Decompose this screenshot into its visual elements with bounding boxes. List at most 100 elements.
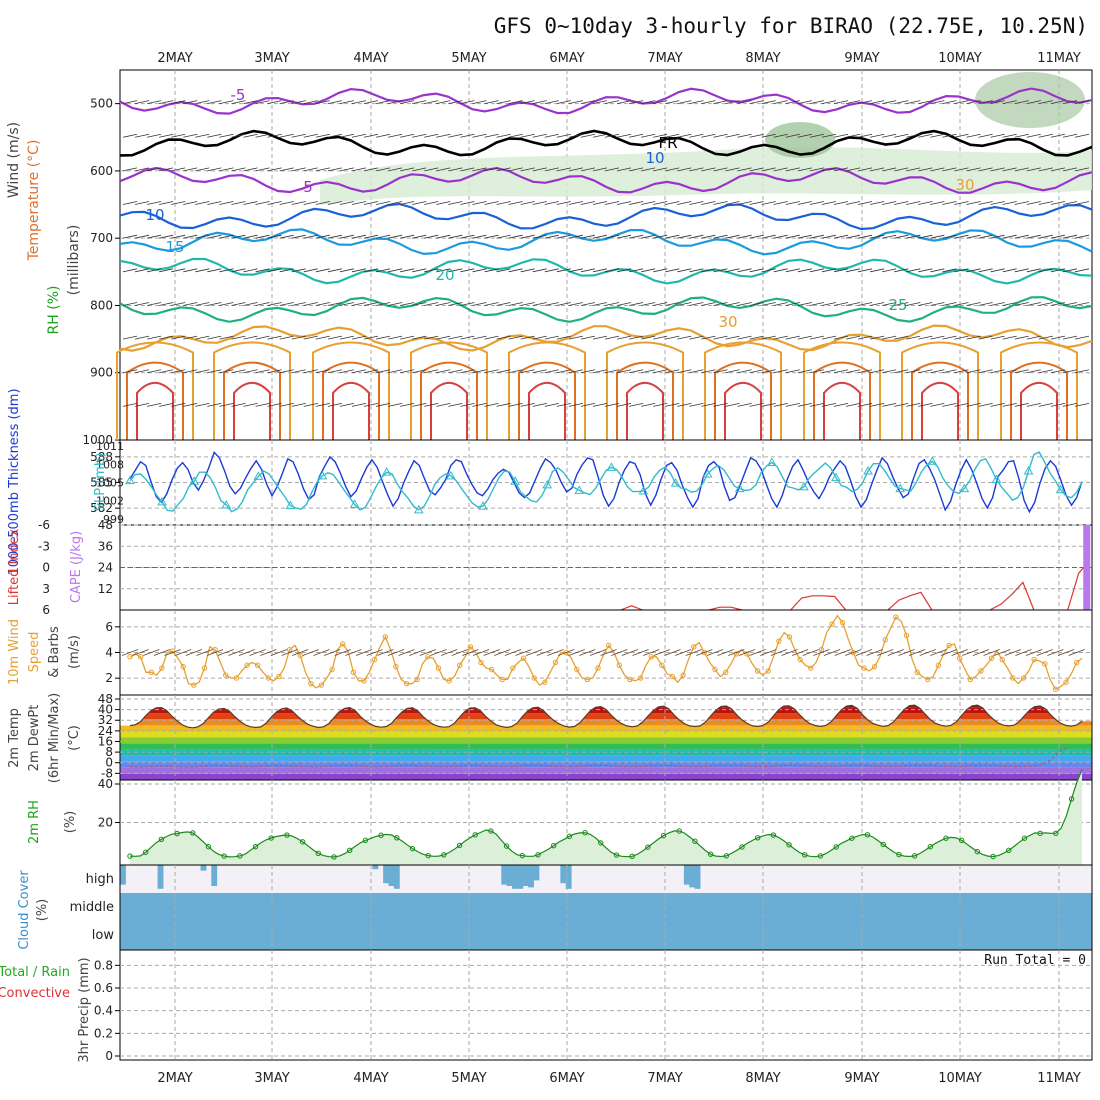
wind-barb [833, 369, 849, 374]
wind-barb [255, 234, 270, 239]
wind-barb [147, 234, 162, 239]
wind-barb [1062, 133, 1078, 138]
wind-barb [809, 268, 824, 273]
cloud-bar [297, 893, 304, 921]
data-point [381, 467, 392, 476]
cloud-bar [286, 921, 293, 950]
cloud-bar [243, 893, 250, 921]
cloud-bar [850, 893, 857, 921]
wind-barb [713, 133, 728, 138]
wind-barb [665, 167, 680, 172]
cloud-bar [125, 921, 132, 950]
y-axis-label: (°C) [67, 725, 82, 751]
wind-barb [472, 302, 487, 306]
wind-barb [147, 100, 162, 105]
wind-barb [484, 268, 499, 273]
wind-barb [544, 201, 559, 205]
wind-barb [978, 133, 993, 138]
wind-barb [327, 402, 342, 407]
isotherm-loop [606, 341, 684, 440]
wind-barb [243, 167, 258, 172]
wind-barb [424, 369, 439, 374]
wind-barb [303, 335, 318, 340]
wind-barb [171, 302, 186, 306]
series-line [989, 581, 1035, 611]
cloud-bar [785, 893, 792, 921]
wind-barb [930, 201, 945, 205]
wind-barb [508, 335, 523, 340]
wind-barb [978, 302, 993, 306]
cloud-bar [689, 921, 696, 950]
data-point [127, 853, 133, 859]
cloud-bar [1022, 893, 1029, 921]
wind-barb [773, 234, 788, 239]
wind-barb [665, 302, 680, 306]
data-point [409, 845, 416, 852]
isotherm-loop [223, 361, 281, 440]
cloud-bar [828, 921, 835, 950]
data-point [613, 852, 620, 858]
y-axis-label: Total / Rain [0, 965, 70, 980]
wind-barb [351, 167, 367, 172]
tick-label: 3 [42, 582, 50, 596]
y-axis-label: (6hr Min/Max) [47, 693, 62, 783]
wind-barb [327, 167, 342, 172]
wind-barb [580, 402, 596, 407]
wind-barb [460, 369, 475, 374]
wind-barb [279, 302, 294, 306]
x-tick-label-top: 7MAY [647, 51, 682, 66]
cloud-bar [1032, 921, 1039, 950]
wind-barb [400, 167, 415, 172]
wind-barb [632, 649, 649, 656]
cloud-bar [855, 921, 862, 950]
wind-barb [845, 402, 861, 407]
cloud-bar [431, 921, 438, 950]
contour-label: 10 [145, 206, 164, 224]
wind-barb [954, 100, 969, 105]
wind-barb [580, 268, 596, 273]
cloud-bar [179, 921, 185, 950]
wind-barb [255, 100, 270, 105]
data-point [863, 465, 873, 475]
data-point [946, 642, 952, 649]
series-line [129, 450, 1083, 514]
wind-barb [291, 167, 306, 172]
wind-barb [249, 649, 266, 656]
wind-barb [544, 402, 559, 407]
x-tick-label-top: 5MAY [451, 51, 486, 66]
wind-barb [918, 234, 933, 239]
cloud-bar [270, 893, 277, 921]
isotherm-loop [116, 341, 194, 440]
cloud-bar [286, 893, 293, 921]
wind-barb [773, 201, 788, 205]
y-axis-label: 3hr Precip (mm) [77, 957, 92, 1062]
cloud-bar [909, 921, 916, 950]
cloud-bar [796, 921, 803, 950]
wind-barb [664, 649, 681, 656]
wind-barb [749, 234, 764, 239]
wind-barb [870, 201, 885, 205]
wind-barb [207, 133, 222, 138]
wind-barb [327, 201, 342, 205]
data-point [956, 655, 963, 661]
cloud-bar [576, 921, 583, 950]
wind-barb [773, 167, 788, 172]
wind-barb [132, 649, 149, 656]
data-point [221, 499, 232, 509]
wind-barb [1074, 335, 1090, 340]
data-point [616, 662, 622, 668]
cloud-bar [200, 921, 207, 950]
data-point [895, 483, 906, 493]
isotherm-loop [430, 381, 468, 440]
cloud-bar [485, 893, 492, 921]
wind-barb [677, 402, 692, 407]
wind-barb [147, 268, 162, 273]
data-point [786, 634, 793, 640]
wind-barb [677, 133, 692, 138]
data-point [237, 853, 243, 859]
wind-barb [412, 133, 427, 138]
wind-barb [412, 268, 427, 273]
wind-barb [508, 201, 523, 205]
wind-barb [983, 649, 1000, 656]
cloud-bar [560, 865, 567, 884]
